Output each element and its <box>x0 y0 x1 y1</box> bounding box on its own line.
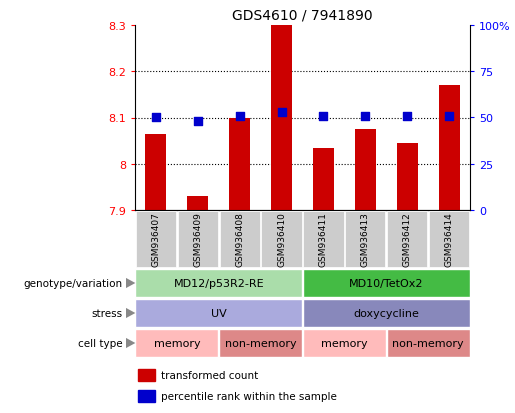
Text: UV: UV <box>211 308 227 318</box>
Bar <box>136 211 176 268</box>
Bar <box>397 144 418 211</box>
Text: memory: memory <box>321 338 368 348</box>
Text: doxycycline: doxycycline <box>353 308 419 318</box>
Point <box>194 119 202 125</box>
Text: GSM936407: GSM936407 <box>151 212 161 267</box>
Bar <box>178 211 218 268</box>
Text: percentile rank within the sample: percentile rank within the sample <box>161 391 337 401</box>
Bar <box>271 26 292 211</box>
Point <box>152 115 160 121</box>
Bar <box>187 197 208 211</box>
Bar <box>138 369 155 381</box>
Bar <box>219 330 302 357</box>
Bar <box>313 148 334 211</box>
Point <box>235 113 244 120</box>
Bar <box>387 330 470 357</box>
Bar <box>138 390 155 402</box>
Point <box>319 113 328 120</box>
Polygon shape <box>126 308 135 318</box>
Bar <box>345 211 385 268</box>
Text: non-memory: non-memory <box>392 338 464 348</box>
Bar <box>439 86 459 211</box>
Bar <box>429 211 469 268</box>
Text: genotype/variation: genotype/variation <box>23 278 122 288</box>
Text: non-memory: non-memory <box>225 338 297 348</box>
Bar <box>229 118 250 211</box>
Bar <box>135 330 218 357</box>
Bar <box>303 211 344 268</box>
Point <box>403 113 411 120</box>
Bar <box>303 330 386 357</box>
Bar <box>303 270 470 297</box>
Bar <box>303 299 470 327</box>
Text: MD10/TetOx2: MD10/TetOx2 <box>349 278 423 288</box>
Text: cell type: cell type <box>77 338 122 348</box>
Bar <box>355 130 376 211</box>
Text: memory: memory <box>153 338 200 348</box>
Point <box>445 113 453 120</box>
Point <box>278 109 286 116</box>
Text: transformed count: transformed count <box>161 370 259 380</box>
Bar <box>145 134 166 211</box>
Bar <box>387 211 427 268</box>
Bar <box>135 270 302 297</box>
Text: GSM936410: GSM936410 <box>277 212 286 267</box>
Point <box>361 113 369 120</box>
Text: GSM936412: GSM936412 <box>403 212 411 267</box>
Text: GSM936411: GSM936411 <box>319 212 328 267</box>
Text: GSM936408: GSM936408 <box>235 212 244 267</box>
Text: MD12/p53R2-RE: MD12/p53R2-RE <box>174 278 264 288</box>
Polygon shape <box>126 338 135 349</box>
Bar <box>135 299 302 327</box>
Title: GDS4610 / 7941890: GDS4610 / 7941890 <box>232 8 373 22</box>
Text: GSM936414: GSM936414 <box>444 212 454 267</box>
Bar <box>262 211 302 268</box>
Bar <box>219 211 260 268</box>
Polygon shape <box>126 278 135 289</box>
Text: stress: stress <box>91 308 122 318</box>
Text: GSM936413: GSM936413 <box>361 212 370 267</box>
Text: GSM936409: GSM936409 <box>193 212 202 267</box>
